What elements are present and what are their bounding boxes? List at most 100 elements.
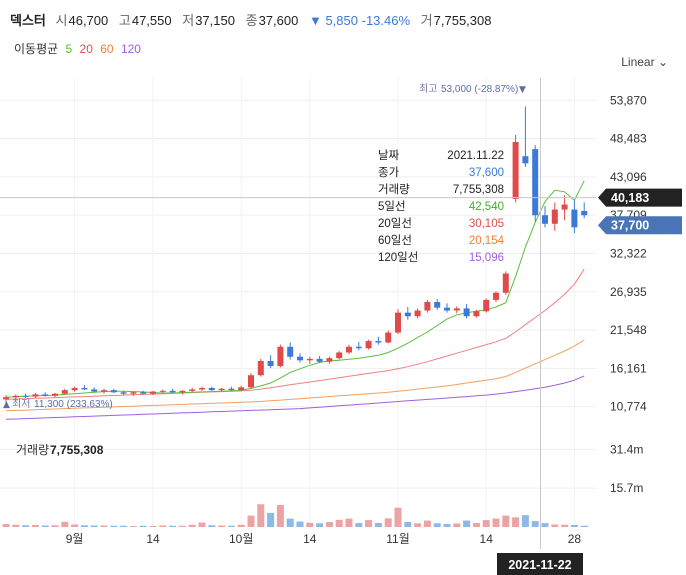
candle-body [110, 390, 117, 393]
volume-bar [31, 525, 39, 527]
time-tick-label: 14 [480, 532, 494, 546]
max-annotation-label: 최고 [419, 83, 437, 95]
volume-bar [404, 522, 412, 527]
candle-body [228, 388, 235, 391]
last-price-badge: 37,700 [611, 219, 649, 233]
tooltip-ma120: 15,096 [468, 252, 504, 264]
volume-bar [423, 520, 431, 527]
candle-body [444, 307, 450, 311]
volume-bar [286, 518, 294, 527]
volume-label: 거 [420, 13, 433, 28]
volume-bar [61, 521, 69, 527]
volume-bar [276, 504, 284, 527]
stock-header: 덱스터 시46,700 고47,550 저37,150 종37,600 ▼ 5,… [10, 10, 498, 29]
min-arrow-icon: ▲ [3, 400, 10, 410]
candle-body [159, 390, 166, 392]
candle-body [42, 394, 49, 396]
volume-bar [237, 524, 245, 527]
candle-body [61, 390, 68, 394]
candle-body [179, 390, 186, 393]
candle-body [542, 215, 548, 224]
close-label: 종 [245, 13, 258, 28]
change-value: 5,850 [325, 13, 358, 28]
ma60-legend: 60 [100, 42, 114, 56]
volume-bar [316, 523, 324, 527]
candle-body [130, 392, 137, 394]
volume-bar [120, 525, 128, 527]
candle-body [297, 356, 303, 361]
candle-body [483, 299, 490, 312]
price-tick-label: 16,161 [610, 361, 647, 375]
max-arrow-icon: ▼ [519, 85, 526, 95]
volume-bar [570, 525, 578, 527]
candle-body [404, 312, 411, 317]
volume-bar [551, 524, 559, 527]
ma-legend-label: 이동평균 [14, 42, 59, 56]
volume-bar [541, 523, 549, 527]
candle-body [22, 395, 29, 397]
tooltip-ma20-label: 20일선 [378, 218, 412, 230]
candle-body [120, 392, 127, 394]
candle-body [248, 375, 254, 388]
volume-bar [365, 520, 373, 527]
candle-body [277, 346, 284, 366]
ma60-line [5, 339, 585, 412]
volume-bar [512, 517, 520, 527]
scale-selector[interactable]: Linear ⌄ [621, 55, 668, 69]
tooltip-ma60-label: 60일선 [378, 235, 412, 247]
min-annotation-value: 11,300 (233.63%) [34, 399, 113, 410]
candle-body [257, 361, 264, 376]
tooltip-ma60: 20,154 [468, 235, 504, 247]
volume-bar [384, 518, 392, 527]
tooltip-ma120-label: 120일선 [378, 252, 419, 264]
time-tick-label: 14 [146, 532, 160, 546]
candle-body [12, 395, 19, 398]
low-label: 저 [182, 13, 195, 28]
candle-body [150, 391, 156, 394]
price-tick-label: 53,870 [610, 93, 647, 107]
price-tick-label: 48,483 [610, 132, 647, 146]
tooltip-date: 2021.11.22 [447, 150, 504, 162]
volume-bar [159, 525, 167, 527]
candle-body [355, 346, 362, 349]
crosshair-date-badge-bg [497, 553, 583, 575]
candle-body [169, 390, 176, 393]
candle-body [267, 361, 274, 366]
ma120-line [5, 375, 585, 420]
moving-average-legend[interactable]: 이동평균 5 20 60 120 [14, 40, 145, 57]
volume-tick-label: 31.4m [610, 442, 643, 456]
change-percent: -13.46% [361, 13, 411, 28]
volume-bar [110, 525, 118, 527]
volume-bar [472, 523, 480, 527]
candle-body [91, 389, 98, 392]
volume-bar [433, 523, 441, 527]
volume-bar [100, 525, 108, 527]
volume-bar [580, 525, 588, 527]
volume-bar [227, 525, 235, 527]
candle-body [434, 301, 441, 308]
change-down-icon: ▼ [308, 13, 322, 28]
ma120-legend: 120 [120, 42, 141, 56]
volume-bar [22, 525, 30, 527]
volume-bar [71, 524, 79, 527]
candle-body [581, 210, 588, 216]
candle-body [199, 388, 205, 390]
volume-bar [178, 525, 186, 527]
volume-bar [296, 521, 304, 527]
candle-body [561, 204, 568, 210]
candle-body [3, 397, 9, 400]
volume-bar [443, 524, 451, 527]
crosshair-price-badge-shape [598, 188, 682, 207]
volume-bar [188, 524, 196, 527]
candle-body [336, 352, 343, 359]
time-tick-label: 14 [303, 532, 317, 546]
time-tick-label: 11월 [386, 532, 410, 546]
candle-body [522, 156, 529, 164]
volume-bar [531, 521, 539, 527]
candle-body [238, 387, 245, 391]
low-value: 37,150 [195, 13, 235, 28]
min-annotation-label: 최저 [12, 398, 30, 410]
volume-bar [394, 507, 402, 527]
candle-body [189, 389, 196, 391]
